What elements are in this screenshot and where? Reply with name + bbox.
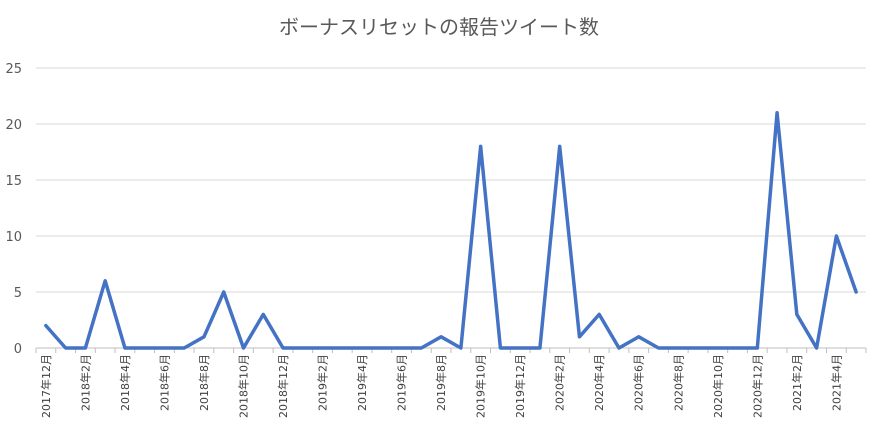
x-tick-label: 2019年6月 <box>395 354 409 411</box>
chart-title: ボーナスリセットの報告ツイート数 <box>279 15 599 39</box>
x-tick-label: 2020年4月 <box>592 354 606 411</box>
y-tick-label: 10 <box>5 230 22 245</box>
x-tick-label: 2018年12月 <box>276 354 290 418</box>
x-tick-label: 2018年4月 <box>118 354 132 411</box>
x-tick-label: 2019年12月 <box>513 354 527 418</box>
x-tick-label: 2020年12月 <box>750 354 764 418</box>
y-tick-label: 15 <box>5 174 22 189</box>
x-tick-label: 2018年10月 <box>237 354 251 418</box>
x-tick-label: 2018年8月 <box>197 354 211 411</box>
x-tick-label: 2020年8月 <box>671 354 685 411</box>
x-tick-label: 2020年6月 <box>632 354 646 411</box>
x-tick-label: 2019年4月 <box>355 354 369 411</box>
x-tick-label: 2019年8月 <box>434 354 448 411</box>
x-tick-label: 2021年2月 <box>790 354 804 411</box>
y-tick-label: 0 <box>14 342 22 357</box>
y-tick-label: 25 <box>5 62 22 77</box>
x-axis-ticks: 2017年12月 2018年2月 2018年4月 2018年6月 2018年8月 2018… <box>35 348 867 418</box>
y-axis-ticks: 0 5 10 15 20 25 <box>5 62 22 357</box>
x-tick-label: 2020年10月 <box>711 354 725 418</box>
series-line <box>44 111 858 350</box>
x-tick-label: 2018年6月 <box>157 354 171 411</box>
x-tick-label: 2017年12月 <box>39 354 53 418</box>
x-tick-label: 2019年10月 <box>474 354 488 418</box>
x-tick-label: 2018年2月 <box>78 354 92 411</box>
y-tick-label: 20 <box>5 118 22 133</box>
x-tick-label: 2020年2月 <box>553 354 567 411</box>
y-tick-label: 5 <box>14 286 22 301</box>
gridlines <box>36 67 866 293</box>
x-tick-label: 2021年4月 <box>829 354 843 411</box>
x-tick-label: 2019年2月 <box>316 354 330 411</box>
